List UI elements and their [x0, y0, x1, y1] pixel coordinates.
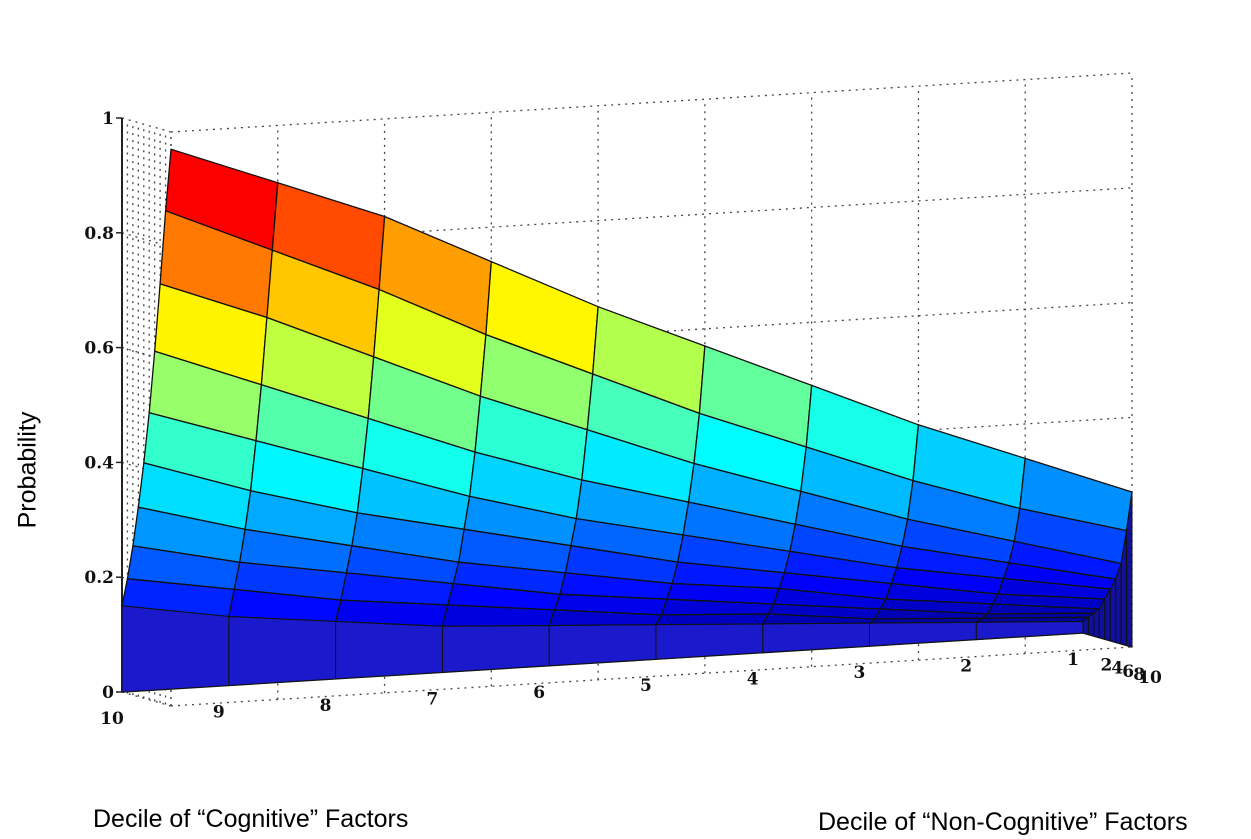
x-tick-label: 7 — [426, 689, 438, 709]
z-tick-label: 0.4 — [84, 453, 114, 473]
x-tick-label: 10 — [100, 709, 124, 729]
y-tick-label: 4 — [1111, 659, 1123, 679]
x-tick-label: 8 — [320, 696, 332, 716]
y-tick-label: 6 — [1122, 662, 1134, 682]
surface-skirt — [1115, 563, 1122, 645]
y-tick-label: 2 — [1101, 656, 1113, 676]
surface-layer — [121, 148, 1133, 693]
x-tick-label: 1 — [1067, 650, 1079, 670]
y-axis-label: Decile of “Non-Cognitive” Factors — [818, 808, 1188, 836]
surface-skirt — [228, 616, 337, 686]
x-tick-label: 6 — [533, 683, 545, 703]
surface-skirt — [121, 605, 230, 693]
surface-skirt — [1093, 607, 1100, 639]
z-axis-label: Probability — [13, 411, 42, 529]
surface-skirt — [868, 621, 977, 647]
y-tick-label: 8 — [1133, 665, 1145, 685]
x-tick-label: 4 — [747, 670, 759, 690]
z-tick-label: 1 — [102, 109, 114, 129]
surface-patch — [655, 613, 769, 626]
surface-skirt — [548, 624, 657, 667]
surface-skirt — [441, 625, 550, 673]
surface-skirt — [335, 620, 443, 680]
z-tick-label: 0.8 — [84, 224, 114, 244]
z-tick-label: 0.6 — [84, 339, 114, 359]
z-tick-label: 0 — [102, 683, 114, 703]
grid-line — [121, 117, 172, 133]
grid-line — [121, 691, 172, 707]
grid-line — [170, 72, 1133, 133]
surface-skirt — [1126, 491, 1133, 648]
surface-skirt — [1087, 612, 1095, 637]
z-tick-label: 0.2 — [84, 568, 114, 588]
surface-skirt — [1109, 578, 1117, 643]
surface-skirt — [1104, 588, 1111, 642]
surface-skirt — [762, 622, 870, 654]
x-tick-label: 3 — [854, 663, 866, 683]
x-axis-label: Decile of “Cognitive” Factors — [93, 805, 409, 833]
x-tick-label: 9 — [213, 702, 225, 722]
x-tick-label: 2 — [960, 657, 972, 677]
surface-skirt — [655, 623, 764, 660]
x-tick-label: 5 — [640, 676, 652, 696]
y-tick-label: 10 — [1138, 668, 1162, 688]
